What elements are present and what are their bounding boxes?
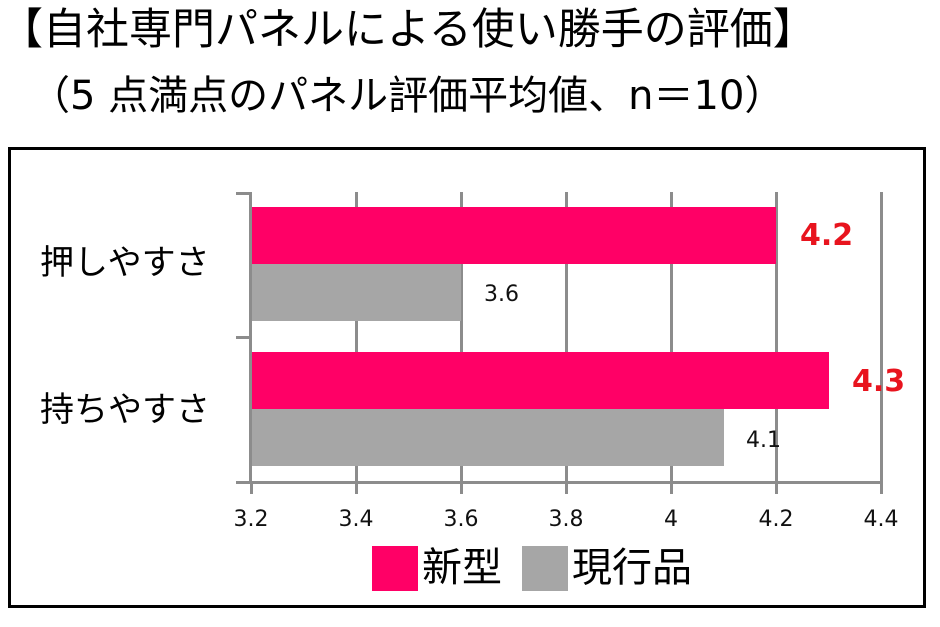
legend-label-current: 現行品 [572,545,692,591]
x-tick-label: 4.2 [758,507,794,532]
x-tick [460,481,463,494]
data-label-new-push: 4.2 [800,218,854,253]
data-label-current-push: 3.6 [484,282,519,307]
bar-new-grip [251,352,829,409]
gridline-4-4 [880,192,883,482]
y-tick [236,336,251,339]
data-label-new-grip: 4.3 [852,364,906,399]
x-tick [565,481,568,494]
bar-current-grip [251,409,724,466]
data-label-current-grip: 4.1 [746,428,781,453]
y-tick [236,192,251,195]
x-axis [236,481,883,484]
legend-swatch-current [522,545,568,591]
x-tick [355,481,358,494]
chart-subtitle: （5 点満点のパネル評価平均値、n＝10） [30,73,785,119]
x-tick-label: 3.4 [338,507,374,532]
x-tick-label: 3.6 [443,507,479,532]
legend-swatch-new [372,545,418,591]
x-tick [880,481,883,494]
x-tick-label: 3.8 [548,507,584,532]
bar-new-push [251,207,776,264]
x-tick-label: 4.4 [863,507,899,532]
gridline-3-4 [355,192,358,482]
x-tick [670,481,673,494]
x-tick-label: 4 [664,507,678,532]
legend: 新型 現行品 [372,545,712,591]
category-label-grip: 持ちやすさ [40,390,210,430]
chart-title: 【自社専門パネルによる使い勝手の評価】 [0,5,816,55]
chart-frame [8,147,926,608]
x-tick [775,481,778,494]
gridline-4-0 [670,192,673,482]
gridline-4-2 [775,192,778,482]
gridline-3-6 [460,192,463,482]
bar-current-push [251,264,461,321]
legend-label-new: 新型 [422,545,502,591]
category-label-push: 押しやすさ [40,243,210,283]
x-tick-label: 3.2 [233,507,269,532]
gridline-3-8 [565,192,568,482]
x-tick [250,481,253,494]
